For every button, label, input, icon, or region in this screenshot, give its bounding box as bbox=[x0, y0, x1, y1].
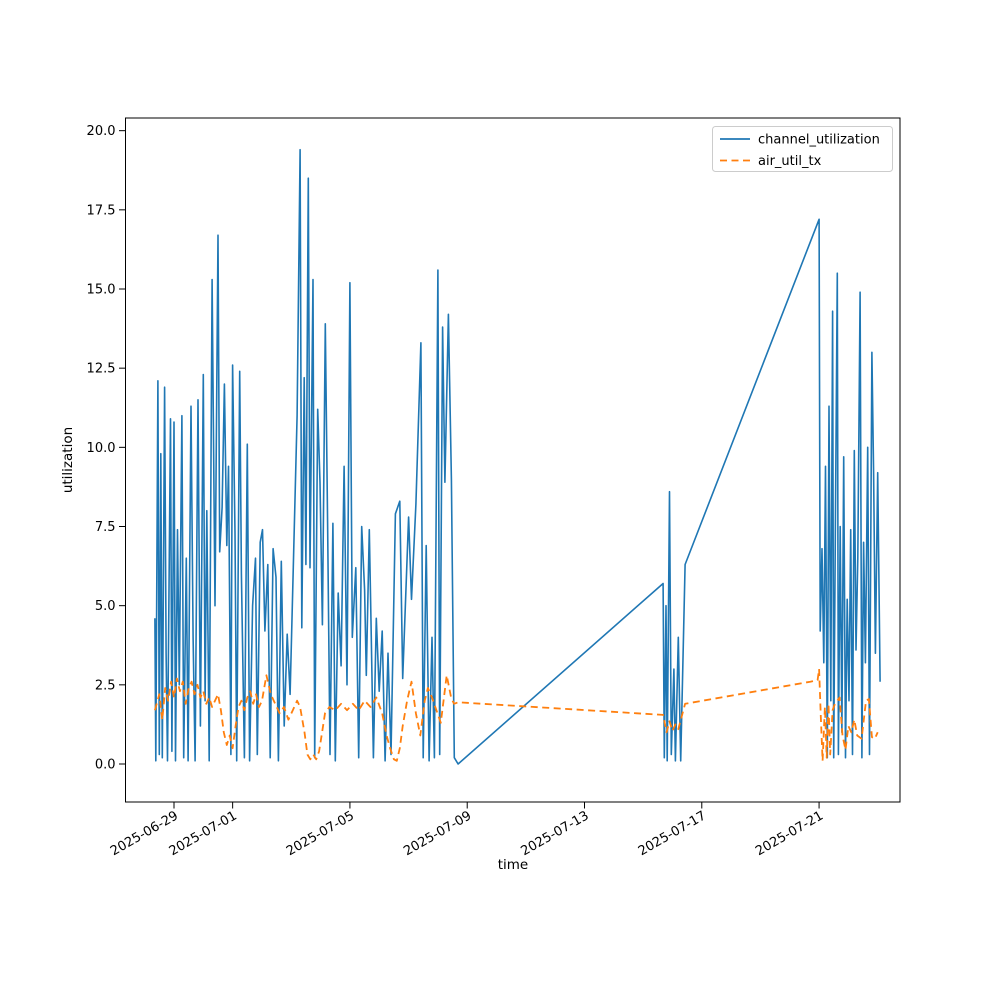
plot-border bbox=[125, 117, 901, 803]
y-tick-label: 2.5 bbox=[95, 678, 116, 693]
legend-label-channel-utilization: channel_utilization bbox=[758, 133, 880, 148]
series-line-channel-utilization bbox=[154, 148, 881, 765]
x-axis-label: time bbox=[498, 857, 529, 873]
y-tick-label: 5.0 bbox=[95, 599, 116, 614]
y-tick-label: 0.0 bbox=[95, 758, 116, 773]
x-tick-label: 2025-07-17 bbox=[636, 808, 709, 859]
x-tick-label: 2025-07-09 bbox=[401, 808, 474, 859]
legend: channel_utilization air_util_tx bbox=[712, 126, 893, 172]
y-tick-label: 17.5 bbox=[87, 203, 116, 218]
x-tick-label: 2025-07-13 bbox=[519, 808, 592, 859]
y-tick-label: 7.5 bbox=[95, 520, 116, 535]
y-axis-label: utilization bbox=[60, 427, 76, 493]
legend-box bbox=[712, 126, 893, 172]
y-tick-label: 10.0 bbox=[87, 441, 116, 456]
y-tick-label: 15.0 bbox=[87, 283, 116, 298]
y-tick-label: 20.0 bbox=[87, 124, 116, 139]
y-tick-label: 12.5 bbox=[87, 362, 116, 377]
series-line-air-util-tx bbox=[154, 668, 879, 762]
x-tick-label: 2025-07-05 bbox=[284, 808, 357, 859]
legend-label-air-util-tx: air_util_tx bbox=[758, 154, 822, 169]
x-tick-label: 2025-07-21 bbox=[753, 808, 826, 859]
